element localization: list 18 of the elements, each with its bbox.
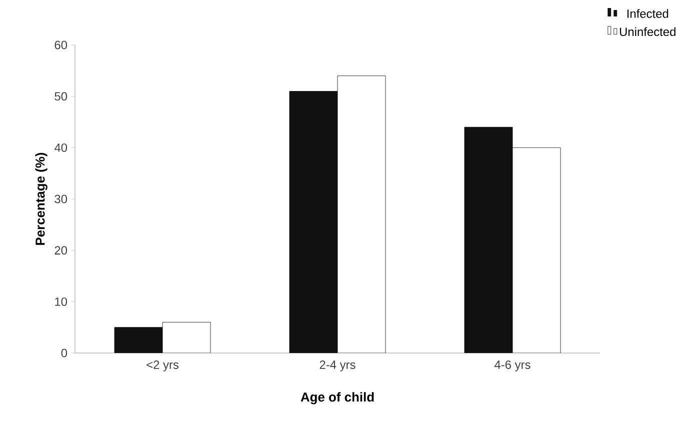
x-tick-label: 2-4 yrs <box>320 360 356 372</box>
y-tick-label: 20 <box>54 246 68 255</box>
x-axis-title: Age of child <box>300 392 374 404</box>
bar <box>289 91 338 353</box>
y-tick-label: 40 <box>54 143 68 152</box>
y-tick-label: 60 <box>54 40 68 50</box>
y-axis-title: Percentage (%) <box>35 152 48 245</box>
bar <box>512 147 561 353</box>
text: Uninfected <box>620 27 676 36</box>
x-tick-label: <2 yrs <box>146 360 179 372</box>
x-tick-label: 4-6 yrs <box>494 360 530 372</box>
bar <box>114 327 163 353</box>
y-tick-label: 30 <box>54 194 68 204</box>
y-tick-label: 0 <box>61 348 68 358</box>
y-tick-label: 10 <box>55 297 68 306</box>
bar <box>464 126 513 353</box>
legend-label: Infected <box>627 9 668 18</box>
y-tick-label: 50 <box>54 92 68 101</box>
